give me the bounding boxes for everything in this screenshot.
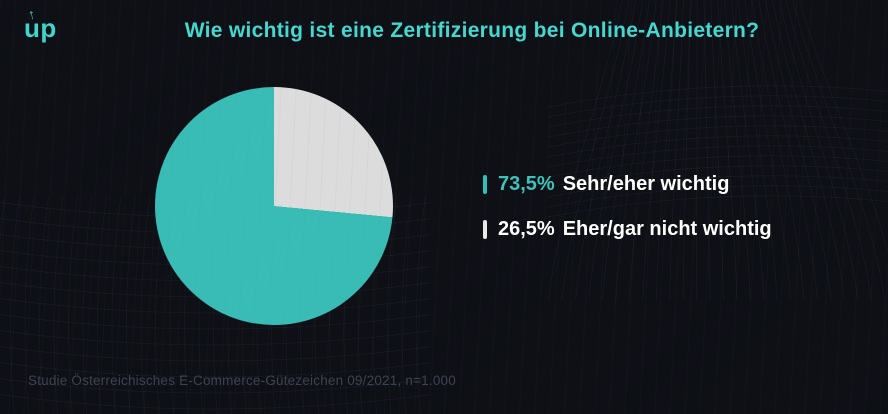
brand-logo-text: up xyxy=(24,13,57,43)
legend-item: 73,5% Sehr/eher wichtig xyxy=(483,173,772,196)
background-mesh-top-right xyxy=(548,0,888,300)
legend-percent: 26,5% xyxy=(498,218,555,240)
brand-logo: ↑ up xyxy=(24,5,57,43)
legend-percent: 73,5% xyxy=(498,173,555,195)
legend-marker xyxy=(483,175,487,194)
chart-legend: 73,5% Sehr/eher wichtig 26,5% Eher/gar n… xyxy=(483,173,772,241)
legend-label: Eher/gar nicht wichtig xyxy=(562,218,772,240)
legend-item: 26,5% Eher/gar nicht wichtig xyxy=(483,218,772,241)
legend-label: Sehr/eher wichtig xyxy=(562,173,730,195)
legend-marker xyxy=(483,220,487,239)
pie-chart xyxy=(155,87,393,325)
source-note: Studie Österreichisches E-Commerce-Gütez… xyxy=(28,373,456,388)
page-title: Wie wichtig ist eine Zertifizierung bei … xyxy=(184,19,760,42)
